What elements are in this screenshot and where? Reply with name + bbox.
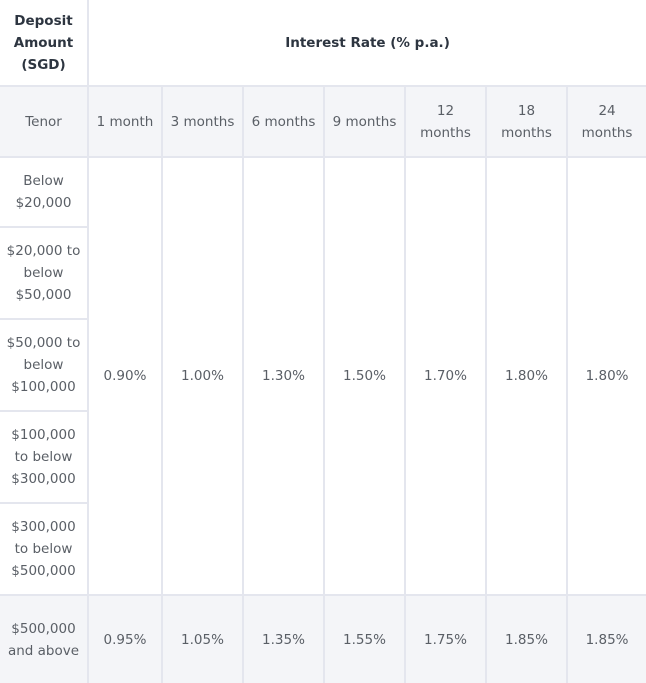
table-row: $100,000 to below $300,000 [0, 410, 646, 504]
band-below-20k: Below $20,000 [0, 156, 89, 228]
tenor-24-months: 24 months [565, 85, 646, 158]
rate-6-months: 1.30% [242, 156, 325, 596]
rate-top-3-months: 1.05% [161, 594, 244, 683]
tenor-9-months: 9 months [323, 85, 406, 158]
tenor-18-months: 18 months [485, 85, 568, 158]
table-row: $300,000 to below $500,000 [0, 502, 646, 596]
deposit-amount-header: Deposit Amount (SGD) [0, 0, 89, 87]
rate-9-months: 1.50% [323, 156, 406, 596]
table-row: Below $20,000 0.90% 1.00% 1.30% 1.50% 1.… [0, 156, 646, 596]
rate-24-months: 1.80% [565, 156, 646, 596]
rate-top-9-months: 1.55% [323, 594, 406, 683]
rate-top-24-months: 1.85% [565, 594, 646, 683]
table-header-row: Deposit Amount (SGD) Interest Rate (% p.… [0, 0, 646, 87]
tenor-label: Tenor [0, 85, 89, 158]
tenor-row: Tenor 1 month 3 months 6 months 9 months… [0, 85, 646, 158]
rate-top-18-months: 1.85% [485, 594, 568, 683]
rate-top-1-month: 0.95% [87, 594, 163, 683]
band-300k-500k: $300,000 to below $500,000 [0, 502, 88, 596]
band-50k-100k: $50,000 to below $100,000 [0, 318, 88, 412]
rate-1-month: 0.90% [87, 156, 163, 596]
tenor-1-month: 1 month [87, 85, 163, 158]
table-row: $20,000 to below $50,000 [0, 226, 646, 320]
table-row: $500,000 and above 0.95% 1.05% 1.35% 1.5… [0, 594, 646, 683]
rate-3-months: 1.00% [161, 156, 244, 596]
rate-18-months: 1.80% [485, 156, 568, 596]
band-500k-and-above: $500,000 and above [0, 594, 89, 683]
rate-top-12-months: 1.75% [404, 594, 487, 683]
tenor-12-months: 12 months [404, 85, 487, 158]
band-100k-300k: $100,000 to below $300,000 [0, 410, 88, 504]
rate-top-6-months: 1.35% [242, 594, 325, 683]
table-row: $50,000 to below $100,000 [0, 318, 646, 412]
tenor-6-months: 6 months [242, 85, 325, 158]
interest-rate-header: Interest Rate (% p.a.) [86, 0, 646, 87]
band-20k-50k: $20,000 to below $50,000 [0, 226, 88, 320]
rate-12-months: 1.70% [404, 156, 487, 596]
tenor-3-months: 3 months [161, 85, 244, 158]
